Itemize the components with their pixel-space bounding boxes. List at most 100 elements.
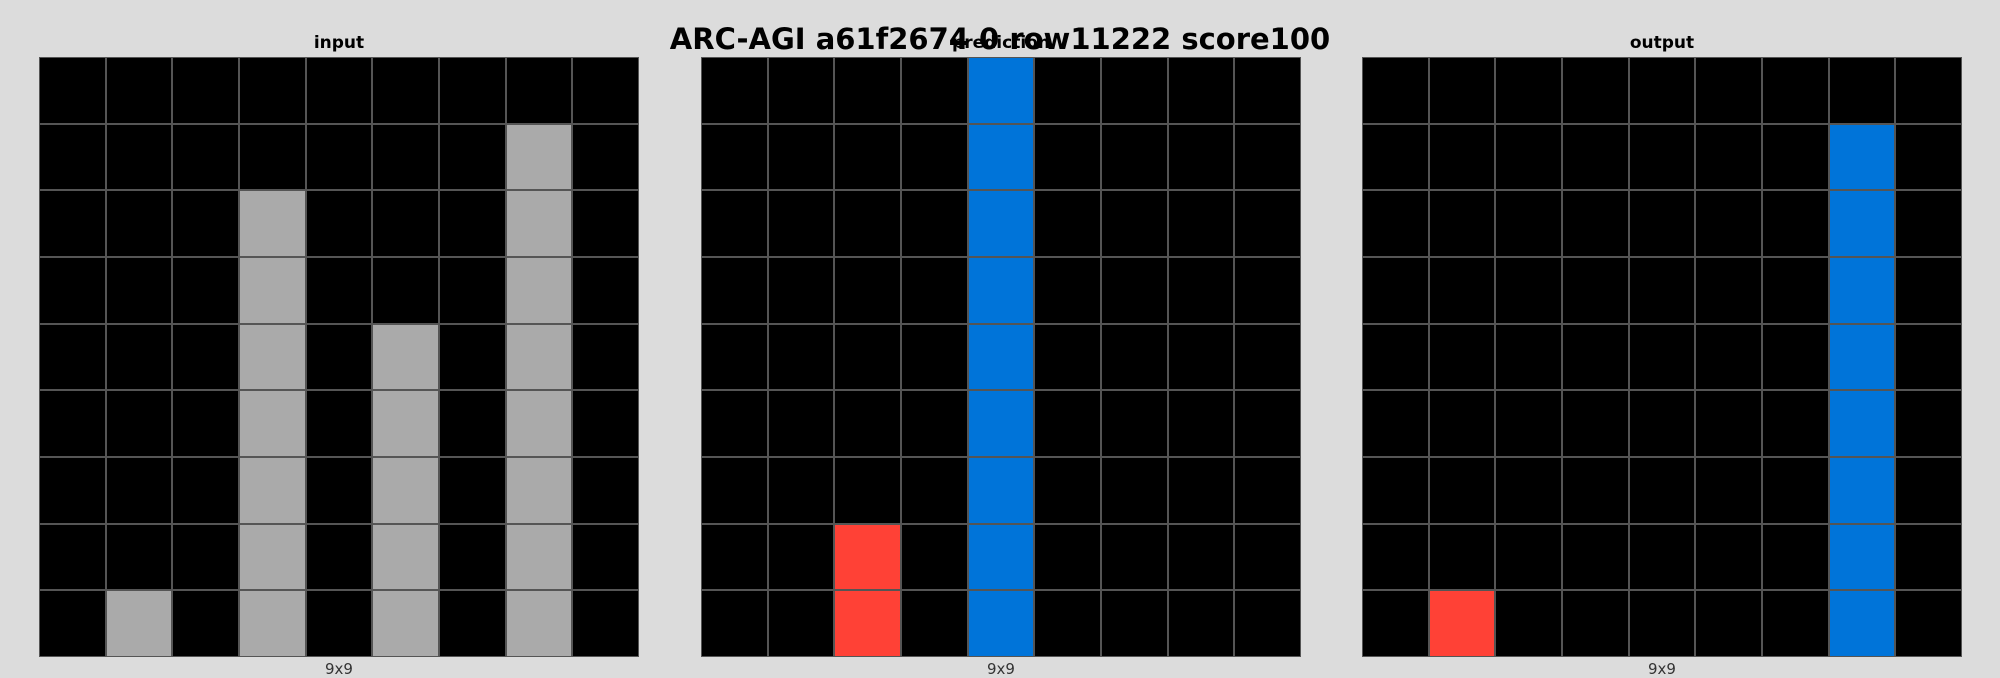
grid-cell	[767, 323, 835, 391]
grid-cell	[1495, 590, 1562, 657]
grid-cell	[1761, 190, 1829, 257]
grid-cell	[1695, 323, 1762, 391]
grid-cell	[172, 390, 239, 457]
grid-cell	[1895, 590, 1962, 657]
grid-cell	[372, 390, 439, 457]
grid-cell	[238, 523, 306, 591]
grid-cell	[505, 390, 573, 457]
grid-cell	[767, 57, 835, 124]
grid-cell	[172, 256, 239, 324]
grid-cell	[1100, 390, 1168, 457]
grid-cell	[1761, 523, 1829, 591]
grid-cell	[105, 323, 173, 391]
grid-cell	[1428, 190, 1496, 257]
grid-cell	[505, 456, 573, 524]
grid-cell	[572, 57, 639, 124]
grid-cell	[1628, 323, 1696, 391]
grid-cell	[1495, 57, 1562, 124]
grid-cell	[238, 190, 306, 257]
grid-cell	[1100, 590, 1168, 657]
grid-cell	[767, 190, 835, 257]
grid-cell	[1561, 323, 1629, 391]
grid-cell	[1362, 390, 1429, 457]
grid-cell	[305, 523, 373, 591]
grid-cell	[1695, 523, 1762, 591]
grid-cell	[1495, 190, 1562, 257]
grid-cell	[1828, 390, 1896, 457]
prediction-panel-title: prediction	[952, 33, 1050, 53]
grid-cell	[1234, 323, 1301, 391]
grid-cell	[1428, 390, 1496, 457]
grid-cell	[172, 523, 239, 591]
grid-cell	[1034, 323, 1101, 391]
grid-cell	[1100, 57, 1168, 124]
grid-cell	[438, 390, 506, 457]
grid-cell	[39, 523, 106, 591]
grid-cell	[1828, 523, 1896, 591]
grid-cell	[701, 323, 768, 391]
grid-cell	[572, 590, 639, 657]
grid-cell	[767, 123, 835, 191]
grid-cell	[238, 456, 306, 524]
grid-cell	[572, 256, 639, 324]
grid-cell	[1761, 57, 1829, 124]
grid-cell	[1234, 190, 1301, 257]
grid-cell	[1362, 57, 1429, 124]
grid-cell	[1761, 123, 1829, 191]
grid-cell	[1362, 123, 1429, 191]
grid-cell	[1828, 256, 1896, 324]
grid-cell	[1167, 190, 1235, 257]
grid-cell	[834, 256, 901, 324]
grid-cell	[305, 57, 373, 124]
grid-cell	[1828, 456, 1896, 524]
grid-cell	[1561, 523, 1629, 591]
grid-cell	[900, 57, 968, 124]
grid-cell	[1495, 123, 1562, 191]
grid-cell	[105, 523, 173, 591]
grid-cell	[372, 456, 439, 524]
grid-cell	[372, 190, 439, 257]
grid-cell	[438, 523, 506, 591]
grid-cell	[505, 123, 573, 191]
grid-cell	[372, 323, 439, 391]
grid-cell	[967, 123, 1035, 191]
grid-cell	[1100, 190, 1168, 257]
grid-cell	[1761, 390, 1829, 457]
grid-cell	[238, 123, 306, 191]
grid-cell	[1034, 523, 1101, 591]
grid-cell	[238, 256, 306, 324]
grid-cell	[767, 456, 835, 524]
grid-cell	[39, 323, 106, 391]
grid-cell	[572, 323, 639, 391]
grid-cell	[1828, 590, 1896, 657]
grid-cell	[1628, 256, 1696, 324]
grid-cell	[1495, 256, 1562, 324]
grid-cell	[438, 456, 506, 524]
grid-cell	[1495, 323, 1562, 391]
grid-cell	[1761, 323, 1829, 391]
grid-cell	[1362, 456, 1429, 524]
grid-cell	[1034, 256, 1101, 324]
grid-cell	[900, 390, 968, 457]
grid-cell	[1561, 256, 1629, 324]
grid-cell	[834, 57, 901, 124]
grid-cell	[1561, 390, 1629, 457]
grid-cell	[1100, 123, 1168, 191]
prediction-grid	[701, 57, 1301, 657]
grid-cell	[900, 190, 968, 257]
input-panel: input 9x9	[39, 0, 639, 678]
grid-cell	[1828, 123, 1896, 191]
grid-cell	[438, 590, 506, 657]
grid-cell	[1234, 57, 1301, 124]
grid-cell	[1628, 57, 1696, 124]
grid-cell	[1034, 456, 1101, 524]
grid-cell	[1428, 523, 1496, 591]
grid-cell	[1561, 57, 1629, 124]
grid-cell	[1695, 190, 1762, 257]
grid-cell	[505, 256, 573, 324]
grid-cell	[767, 256, 835, 324]
grid-cell	[701, 456, 768, 524]
grid-cell	[105, 57, 173, 124]
grid-cell	[1034, 123, 1101, 191]
grid-cell	[172, 190, 239, 257]
